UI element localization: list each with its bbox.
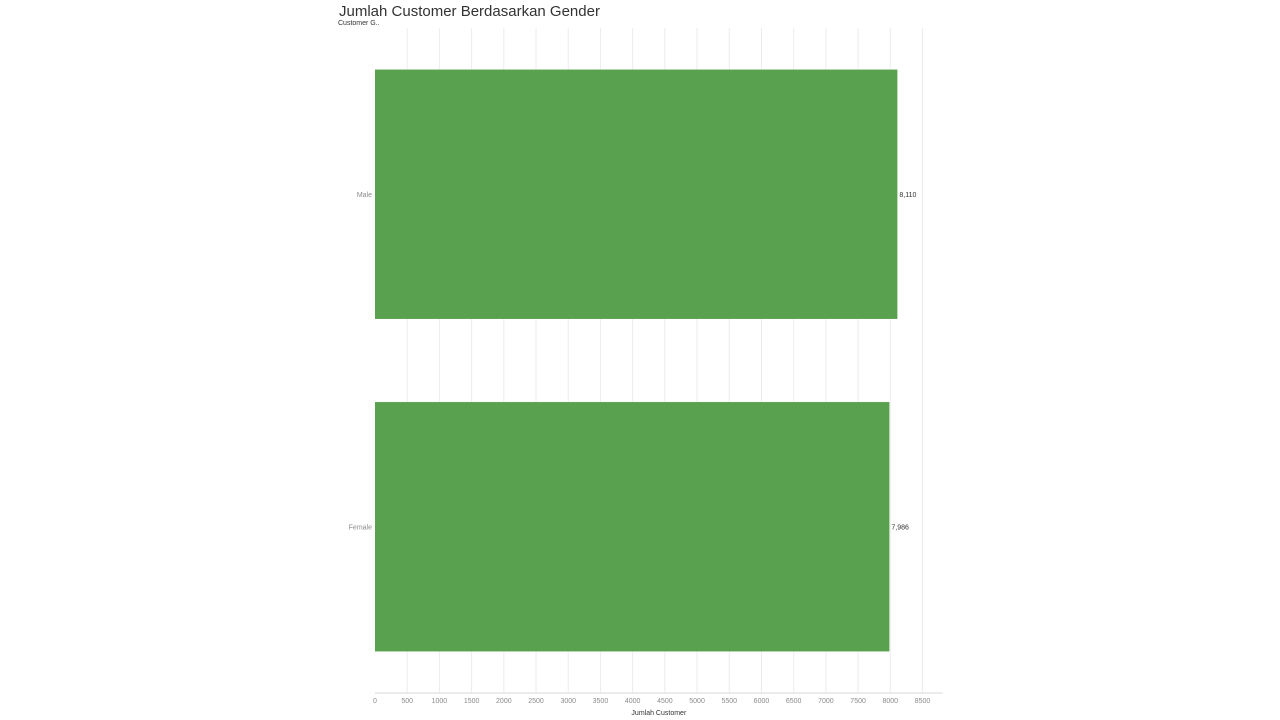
category-label-female: Female (349, 524, 372, 531)
tick-label-7500: 7500 (850, 698, 866, 705)
tick-label-3000: 3000 (560, 698, 576, 705)
tick-label-6500: 6500 (786, 698, 802, 705)
tick-label-4500: 4500 (657, 698, 673, 705)
tick-label-8500: 8500 (915, 698, 931, 705)
tick-label-6000: 6000 (754, 698, 770, 705)
bar-male (375, 69, 898, 319)
tick-label-4000: 4000 (625, 698, 641, 705)
tick-label-1000: 1000 (432, 698, 448, 705)
data-label-female: 7,986 (891, 524, 909, 531)
tick-label-5000: 5000 (689, 698, 705, 705)
tick-label-1500: 1500 (464, 698, 480, 705)
tick-label-3500: 3500 (593, 698, 609, 705)
row-header-label: Customer G.. (338, 20, 380, 27)
data-label-male: 8,110 (899, 192, 916, 199)
tick-label-2500: 2500 (528, 698, 544, 705)
x-axis-title: Jumlah Customer (631, 710, 687, 717)
chart-title: Jumlah Customer Berdasarkan Gender (339, 3, 600, 20)
tick-label-2000: 2000 (496, 698, 512, 705)
tick-label-500: 500 (401, 698, 413, 705)
category-label-male: Male (357, 192, 372, 199)
tick-label-5500: 5500 (721, 698, 737, 705)
tick-label-0: 0 (373, 698, 377, 705)
tick-label-8000: 8000 (883, 698, 899, 705)
tick-label-7000: 7000 (818, 698, 834, 705)
bar-female (375, 402, 890, 652)
